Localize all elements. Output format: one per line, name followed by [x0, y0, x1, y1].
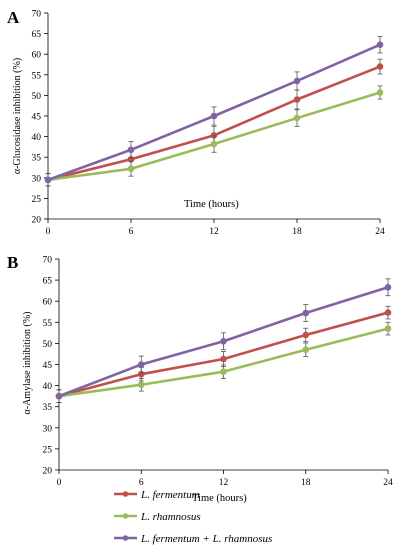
y-axis-title-b: α-Amylase inhibition (%): [22, 312, 33, 415]
data-point: [293, 77, 301, 85]
x-tick-label: 24: [383, 478, 393, 488]
x-tick-label: 0: [46, 227, 51, 237]
data-point: [376, 89, 384, 96]
panel-label-a: A: [7, 8, 20, 27]
data-point: [293, 114, 301, 122]
x-axis-title-b: Time (hours): [192, 493, 247, 504]
data-point: [376, 63, 384, 70]
panel-label-b: B: [7, 253, 18, 272]
y-tick-label: 45: [32, 113, 42, 123]
legend-label: L. rhamnosus: [140, 511, 201, 523]
y-tick-label: 60: [43, 298, 53, 308]
data-point: [384, 283, 392, 291]
x-tick-label: 12: [219, 478, 229, 488]
data-point: [302, 331, 310, 339]
series-1: [55, 305, 392, 403]
legend-swatch-marker: [122, 535, 129, 541]
y-tick-label: 50: [32, 92, 42, 102]
x-tick-label: 12: [209, 227, 219, 237]
y-tick-label: 65: [43, 277, 53, 287]
x-tick-label: 6: [129, 227, 134, 237]
legend-item: L. rhamnosus: [114, 511, 201, 523]
data-point: [302, 309, 310, 317]
x-axis-title-a: Time (hours): [184, 199, 239, 210]
data-point: [376, 41, 384, 49]
chart-legend: L. fermentum L. rhamnosus L. fermentum + L…: [114, 489, 272, 545]
y-tick-label: 40: [43, 382, 53, 392]
data-point: [220, 368, 227, 375]
data-point: [137, 361, 145, 368]
data-point: [220, 337, 227, 345]
y-tick-label: 70: [32, 10, 42, 20]
data-point: [127, 146, 135, 154]
legend-swatch-marker: [122, 491, 129, 497]
y-tick-label: 55: [32, 71, 42, 81]
data-point: [55, 392, 63, 400]
legend-item: L. fermentum: [114, 489, 200, 501]
chart-panel-b: B Time (hours) α-Amylase inhibition (%) …: [7, 253, 393, 504]
data-point: [384, 309, 392, 316]
data-point: [210, 112, 218, 120]
y-tick-label: 35: [43, 403, 53, 413]
data-point: [210, 140, 218, 148]
series-3: [44, 36, 384, 187]
data-point: [127, 165, 135, 173]
y-tick-label: 30: [32, 174, 42, 184]
y-tick-label: 60: [32, 51, 42, 61]
legend-swatch-marker: [122, 513, 129, 519]
legend-label: L. fermentum + L. rhamnosus: [140, 533, 272, 545]
y-tick-label: 30: [43, 424, 53, 434]
data-point: [137, 381, 145, 389]
y-tick-label: 70: [43, 256, 53, 266]
legend-label: L. fermentum: [140, 489, 200, 501]
series-2: [55, 321, 392, 403]
y-tick-label: 25: [43, 445, 53, 455]
data-point: [44, 176, 52, 184]
x-tick-label: 6: [139, 478, 144, 488]
x-tick-label: 18: [301, 478, 311, 488]
x-tick-label: 18: [292, 227, 302, 237]
data-point: [220, 355, 227, 363]
y-tick-label: 35: [32, 154, 42, 164]
series-3: [55, 278, 392, 403]
y-axis-title-a: α-Glucosidase inhibition (%): [12, 58, 23, 174]
x-tick-label: 0: [57, 478, 62, 488]
y-tick-label: 55: [43, 319, 53, 329]
y-tick-label: 20: [32, 216, 42, 226]
y-tick-label: 65: [32, 30, 42, 40]
chart-panel-a: A Time (hours) α-Glucosidase inhibition …: [7, 8, 385, 237]
data-point: [384, 325, 392, 332]
y-tick-label: 50: [43, 340, 53, 350]
x-tick-label: 24: [375, 227, 385, 237]
y-tick-label: 40: [32, 133, 42, 143]
y-tick-label: 20: [43, 467, 53, 477]
y-tick-label: 25: [32, 195, 42, 205]
y-tick-label: 45: [43, 361, 53, 371]
data-point: [302, 346, 310, 354]
data-point: [293, 96, 301, 103]
series-2: [44, 85, 384, 187]
legend-item: L. fermentum + L. rhamnosus: [114, 533, 272, 545]
